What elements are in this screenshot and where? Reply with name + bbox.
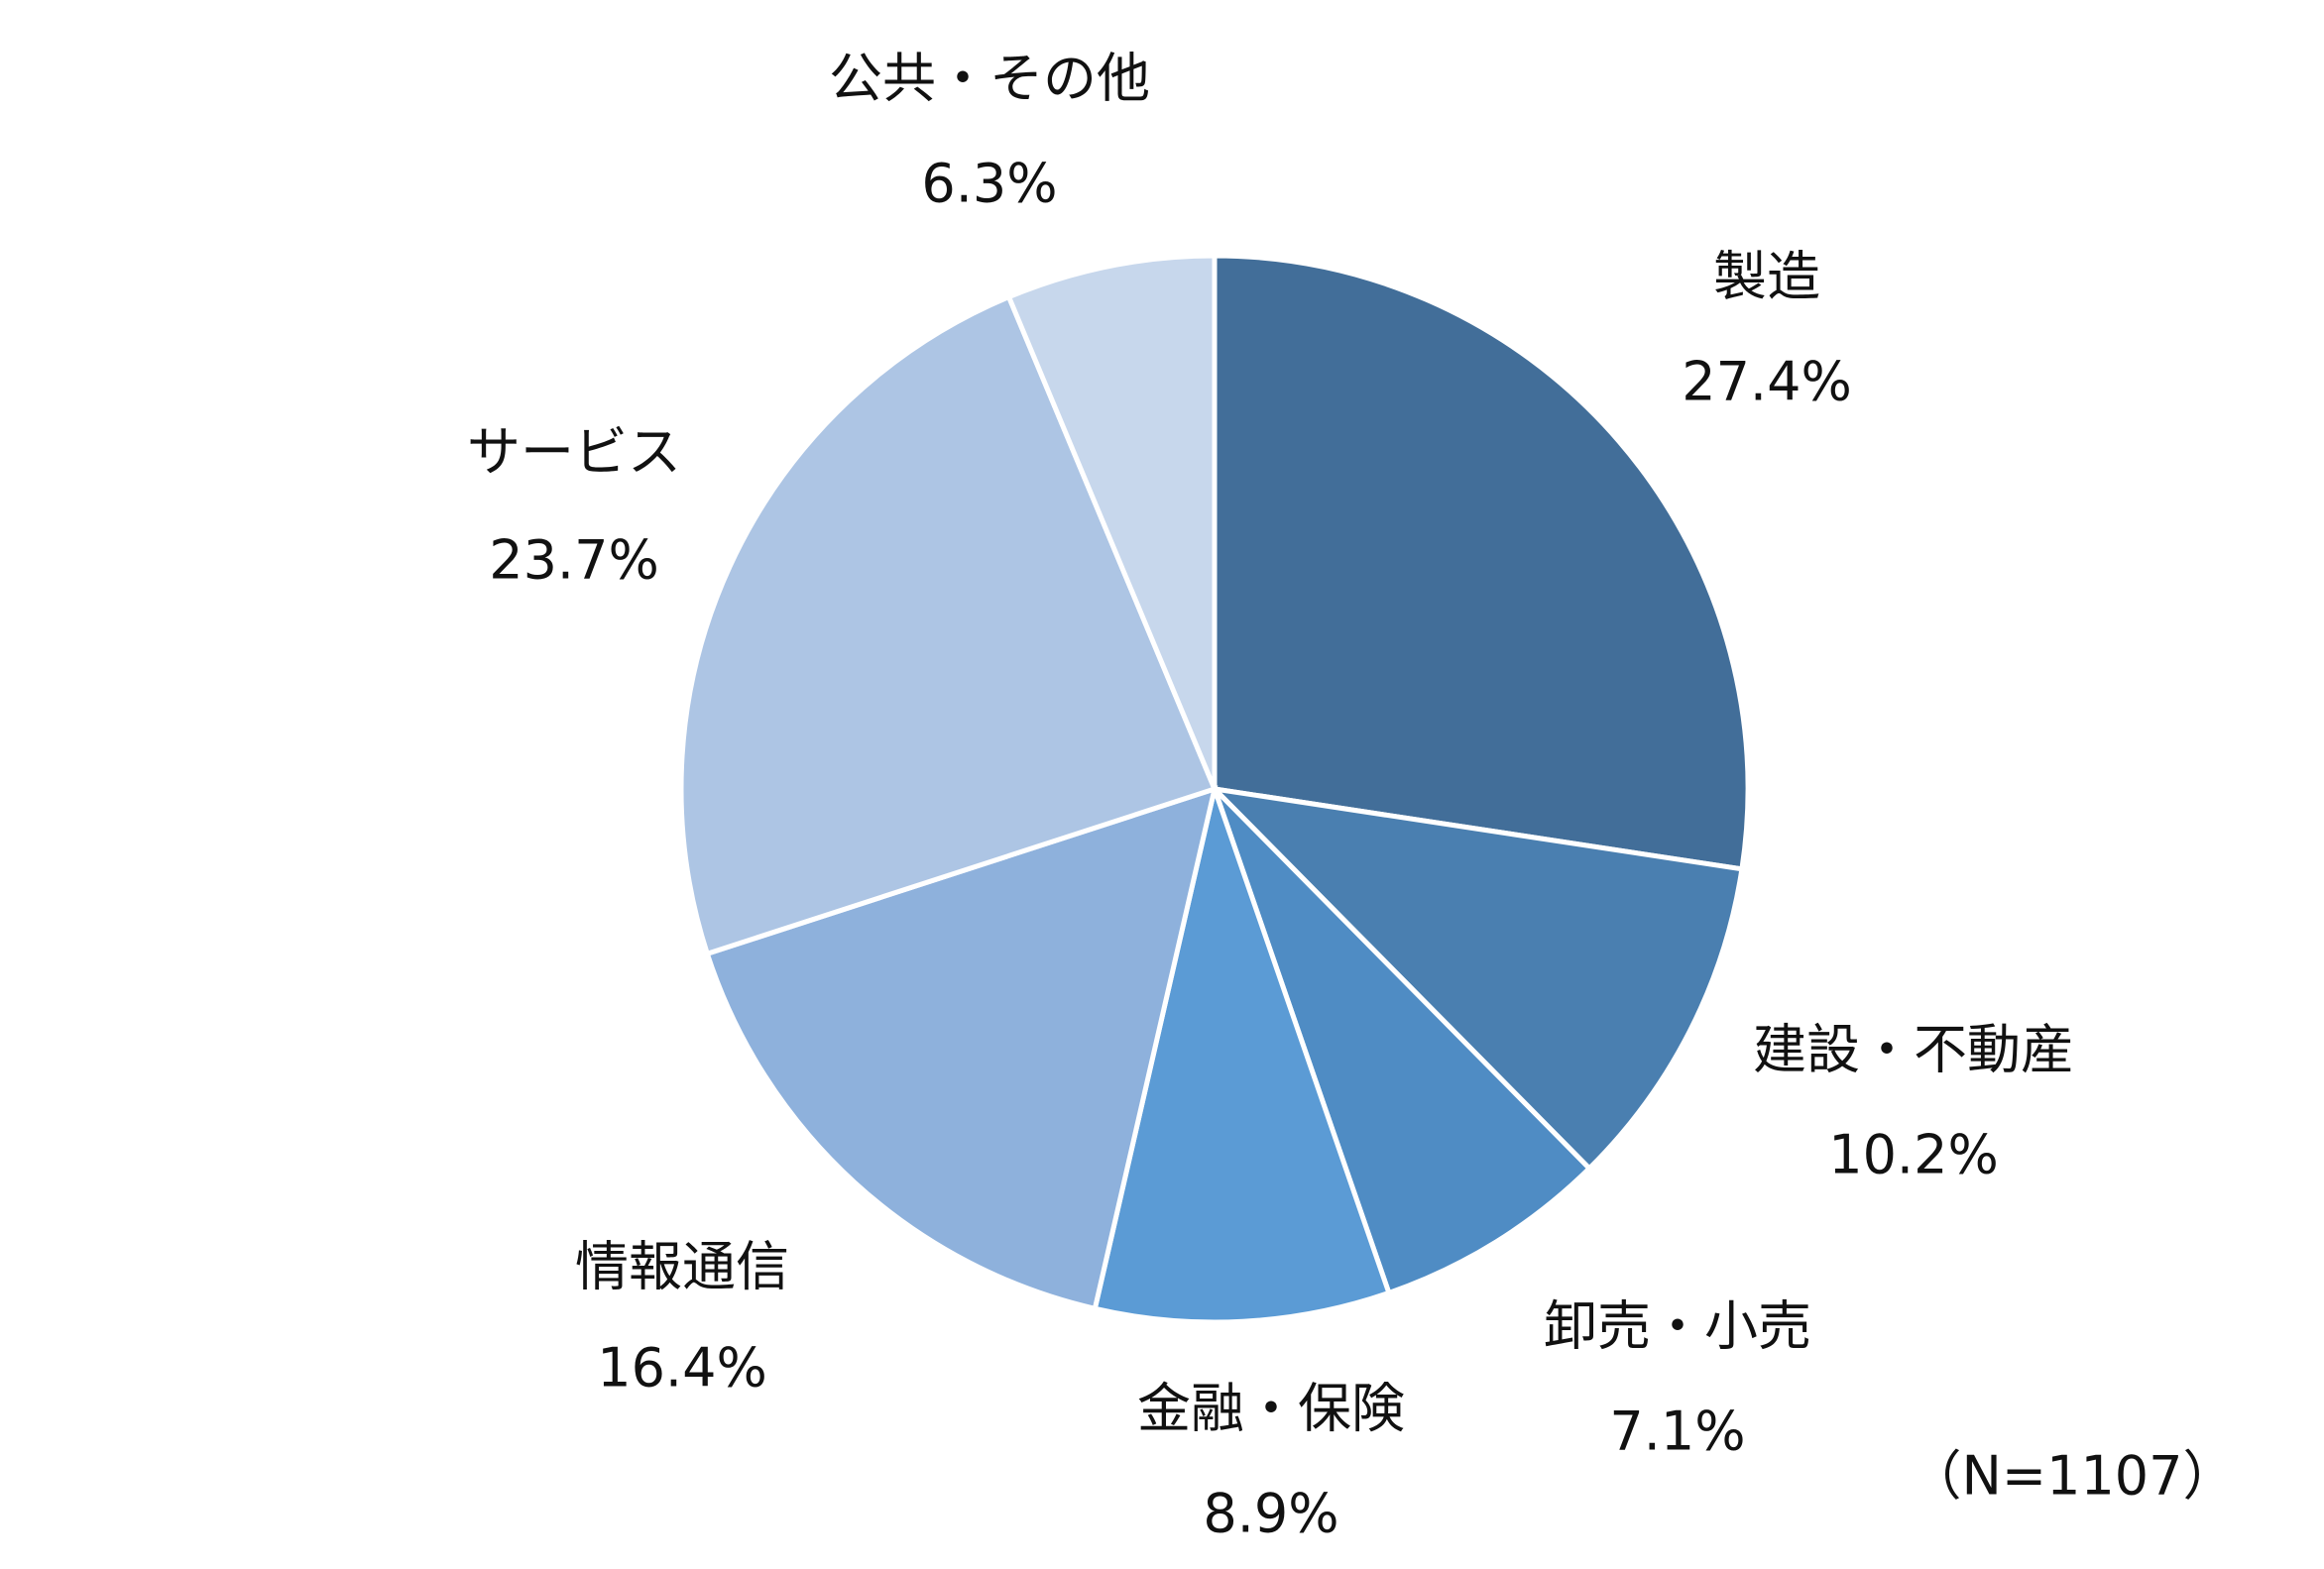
value-label: 16.4% bbox=[597, 1337, 767, 1400]
value-label: 7.1% bbox=[1609, 1401, 1745, 1463]
slice-label: 製造 bbox=[1713, 246, 1820, 308]
slice-label: 建設・不動産 bbox=[1753, 1019, 2074, 1081]
pie-slice bbox=[678, 293, 1219, 957]
sample-note: （N=1107） bbox=[1908, 1445, 2236, 1508]
slice-label: 卸売・小売 bbox=[1544, 1295, 1811, 1358]
value-label: 6.3% bbox=[921, 153, 1057, 215]
value-label: 10.2% bbox=[1828, 1124, 1999, 1186]
value-label: 27.4% bbox=[1682, 351, 1852, 413]
slice-label: 金融・保険 bbox=[1137, 1378, 1405, 1440]
pie-slice bbox=[1005, 253, 1218, 790]
value-label: 23.7% bbox=[489, 529, 659, 592]
pie-slice bbox=[704, 785, 1219, 1312]
slice-label: サービス bbox=[467, 421, 681, 484]
pie-slice bbox=[1207, 785, 1745, 1173]
slice-label: 公共・その他 bbox=[829, 48, 1150, 110]
value-label: 8.9% bbox=[1203, 1483, 1338, 1545]
pie-slice bbox=[1212, 253, 1751, 872]
pie-slice bbox=[1212, 787, 1593, 1296]
pie-slice bbox=[1092, 779, 1393, 1325]
slice-label: 情報通信 bbox=[575, 1236, 789, 1298]
